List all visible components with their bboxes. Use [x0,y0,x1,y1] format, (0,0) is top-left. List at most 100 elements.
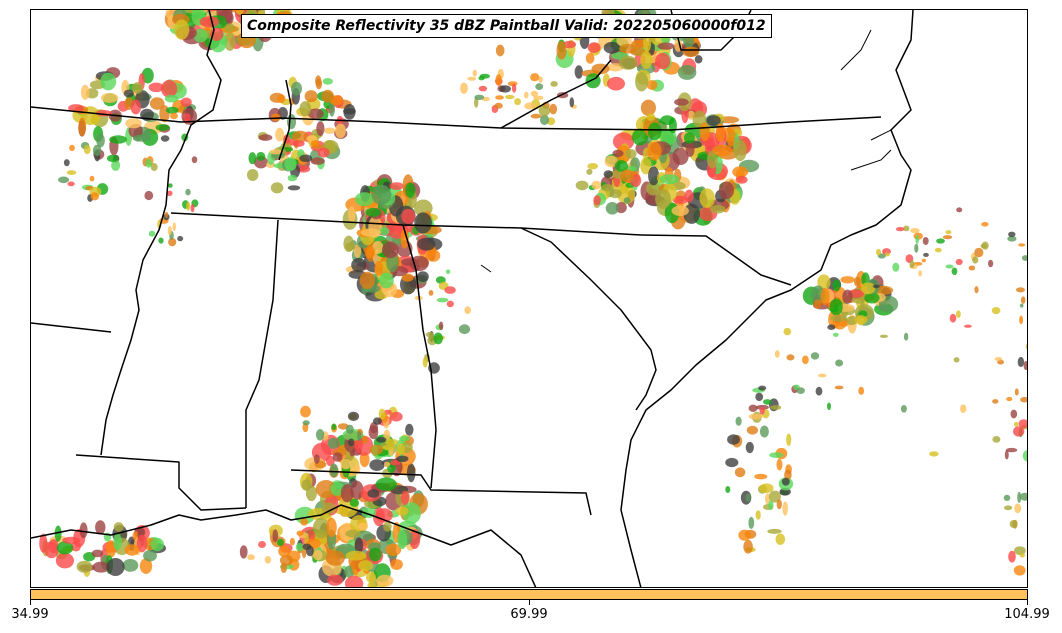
reflectivity-echo [315,480,337,499]
reflectivity-echo [56,541,73,555]
reflectivity-echo [62,536,81,544]
reflectivity-echo [474,97,479,108]
reflectivity-echo [48,539,59,554]
reflectivity-echo [307,108,324,119]
reflectivity-echo [835,359,844,367]
reflectivity-echo [312,517,330,539]
reflectivity-echo [769,452,784,458]
reflectivity-echo [231,10,245,12]
reflectivity-echo [277,94,286,104]
reflectivity-echo [191,156,198,164]
reflectivity-echo [165,106,179,114]
reflectivity-echo [63,159,70,167]
ms-al-border [245,219,279,508]
reflectivity-echo [332,452,343,462]
reflectivity-echo [170,112,178,120]
reflectivity-echo [270,113,281,122]
reflectivity-echo [872,284,880,289]
reflectivity-echo [354,192,375,207]
reflectivity-echo [160,135,170,142]
reflectivity-echo [89,175,95,182]
reflectivity-echo [910,228,920,234]
reflectivity-echo [55,552,74,569]
reflectivity-echo [340,458,352,470]
reflectivity-echo [682,46,700,58]
reflectivity-echo [524,102,536,110]
reflectivity-echo [357,430,362,442]
reflectivity-echo [854,315,868,325]
reflectivity-echo [674,98,689,106]
reflectivity-echo [775,533,786,545]
reflectivity-echo [349,498,360,507]
reflectivity-echo [374,260,384,276]
reflectivity-echo [164,211,169,218]
reflectivity-echo [734,467,746,478]
reflectivity-echo [810,352,820,360]
reflectivity-echo [358,560,374,571]
reflectivity-echo [699,122,710,141]
reflectivity-echo [956,310,961,319]
reflectivity-echo [623,197,631,204]
reflectivity-echo [315,429,325,441]
reflectivity-echo [903,332,909,341]
reflectivity-echo [655,189,671,209]
reflectivity-echo [400,490,410,505]
reflectivity-echo [530,90,538,97]
reflectivity-echo [247,169,259,181]
reflectivity-echo [67,181,75,187]
reflectivity-echo [796,387,805,394]
reflectivity-echo [300,518,308,526]
reflectivity-echo [619,43,637,54]
reflectivity-echo [1025,343,1027,350]
reflectivity-echo [530,73,540,82]
reflectivity-echo [1018,243,1026,247]
reflectivity-echo [167,226,172,236]
reflectivity-echo [158,237,164,244]
va-border [500,59,612,129]
reflectivity-echo [784,469,792,481]
reflectivity-echo [357,522,369,531]
ky-tn-border [31,106,882,131]
reflectivity-echo [479,73,490,79]
reflectivity-echo [368,547,382,562]
ga-sc-border [520,227,657,411]
reflectivity-echo [903,225,910,232]
reflectivity-echo [111,159,121,171]
reflectivity-echo [256,151,266,161]
reflectivity-echo [428,290,434,296]
reflectivity-echo [136,534,148,553]
colorbar [30,589,1028,600]
reflectivity-echo [591,180,602,190]
reflectivity-echo [632,128,649,146]
reflectivity-echo [92,561,111,573]
reflectivity-echo [310,157,325,165]
map-title: Composite Reflectivity 35 dBZ Paintball … [241,14,772,38]
reflectivity-echo [92,144,102,156]
reflectivity-echo [603,170,613,178]
reflectivity-echo [478,85,488,92]
reflectivity-echo [224,23,235,32]
reflectivity-echo [745,493,751,502]
reflectivity-echo [1017,356,1025,368]
reflectivity-echo [991,307,1001,315]
reflectivity-echo [385,543,402,556]
nc-sc-border [640,234,792,286]
reflectivity-echo [190,203,195,213]
reflectivity-echo [345,550,367,561]
reflectivity-echo [438,321,444,331]
reflectivity-echo [106,154,119,162]
reflectivity-echo [264,556,272,564]
reflectivity-echo [174,19,190,40]
reflectivity-echo [727,434,740,445]
reflectivity-echo [385,438,399,446]
reflectivity-echo [1014,546,1026,555]
reflectivity-echo [499,85,512,93]
reflectivity-echo [1008,550,1016,563]
reflectivity-echo [533,95,544,101]
reflectivity-echo [79,522,88,539]
reflectivity-echo [964,324,972,328]
reflectivity-echo [569,97,575,108]
reflectivity-echo [620,169,635,183]
reflectivity-echo [379,227,390,236]
reflectivity-echo [876,248,881,256]
